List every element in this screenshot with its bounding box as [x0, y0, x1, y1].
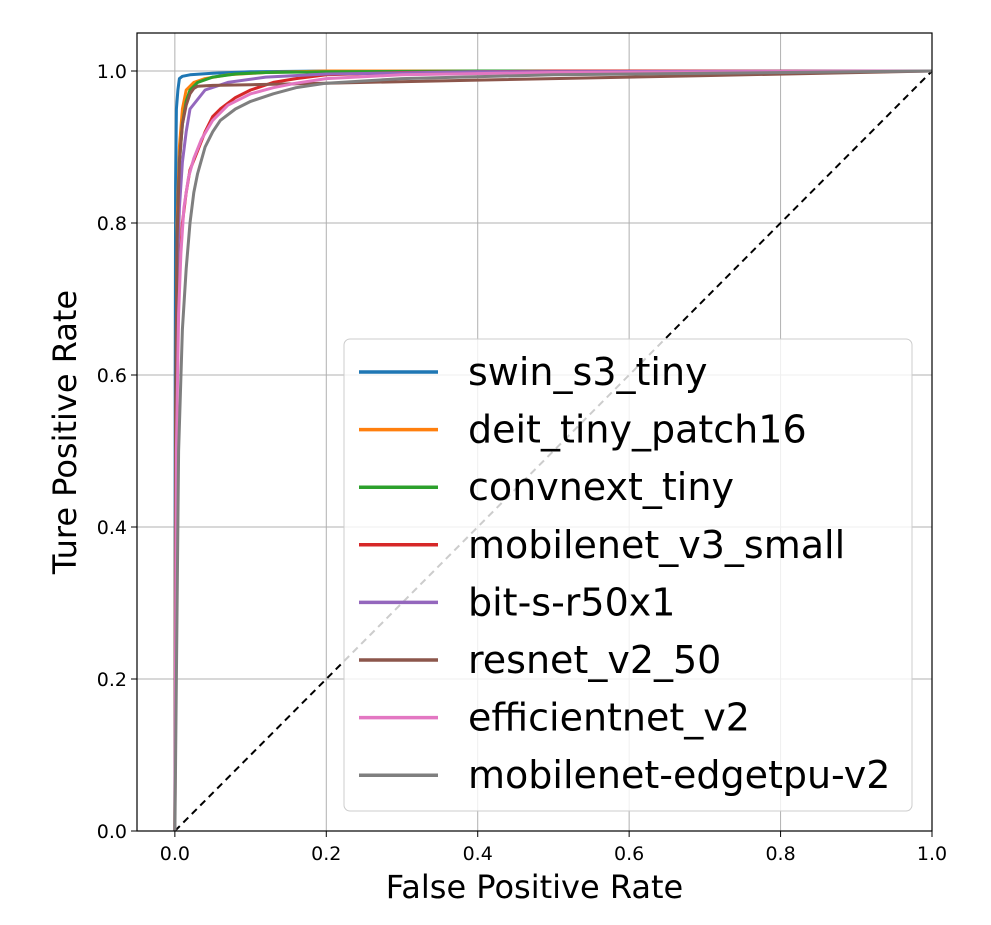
x-tick-label: 0.4 [463, 843, 493, 865]
series-line-efficientnet_v2 [173, 69, 933, 832]
legend-label: bit-s-r50x1 [468, 580, 675, 624]
legend-label: swin_s3_tiny [468, 350, 708, 394]
series-line-mobilenet-edgetpu-v2 [173, 69, 933, 832]
y-tick-label: 0.0 [97, 821, 127, 843]
legend-label: convnext_tiny [468, 465, 734, 509]
legend-label: mobilenet-edgetpu-v2 [468, 753, 890, 797]
legend-box [343, 338, 913, 812]
y-axis-label: Ture Positive Rate [46, 290, 84, 575]
series-layer [173, 69, 933, 832]
x-tick-label: 0.6 [614, 843, 644, 865]
legend-label: efficientnet_v2 [468, 696, 750, 740]
legend-label: resnet_v2_50 [468, 638, 721, 682]
x-tick-label: 1.0 [917, 843, 947, 865]
y-tick-label: 0.8 [97, 213, 127, 235]
x-tick-label: 0.0 [160, 843, 190, 865]
series-line-resnet_v2_50 [173, 69, 933, 832]
tick-layer: 0.0 0.2 0.4 0.6 0.8 1.0 0.0 0.2 0.4 0.6 0.8 1.0 [97, 61, 947, 865]
y-tick-label: 0.2 [97, 669, 127, 691]
chance-diagonal-line [174, 70, 933, 832]
plot-frame [136, 32, 933, 832]
legend: swin_s3_tiny deit_tiny_patch16 convnext_ti… [343, 338, 913, 812]
x-axis-label: False Positive Rate [386, 868, 683, 906]
x-tick-label: 0.2 [311, 843, 341, 865]
y-tick-label: 0.6 [97, 365, 127, 387]
diagonal-layer [174, 70, 933, 832]
y-tick-label: 1.0 [97, 61, 127, 83]
legend-label: deit_tiny_patch16 [468, 408, 807, 452]
x-tick-label: 0.8 [765, 843, 795, 865]
legend-label: mobilenet_v3_small [468, 523, 845, 567]
y-tick-label: 0.4 [97, 517, 127, 539]
